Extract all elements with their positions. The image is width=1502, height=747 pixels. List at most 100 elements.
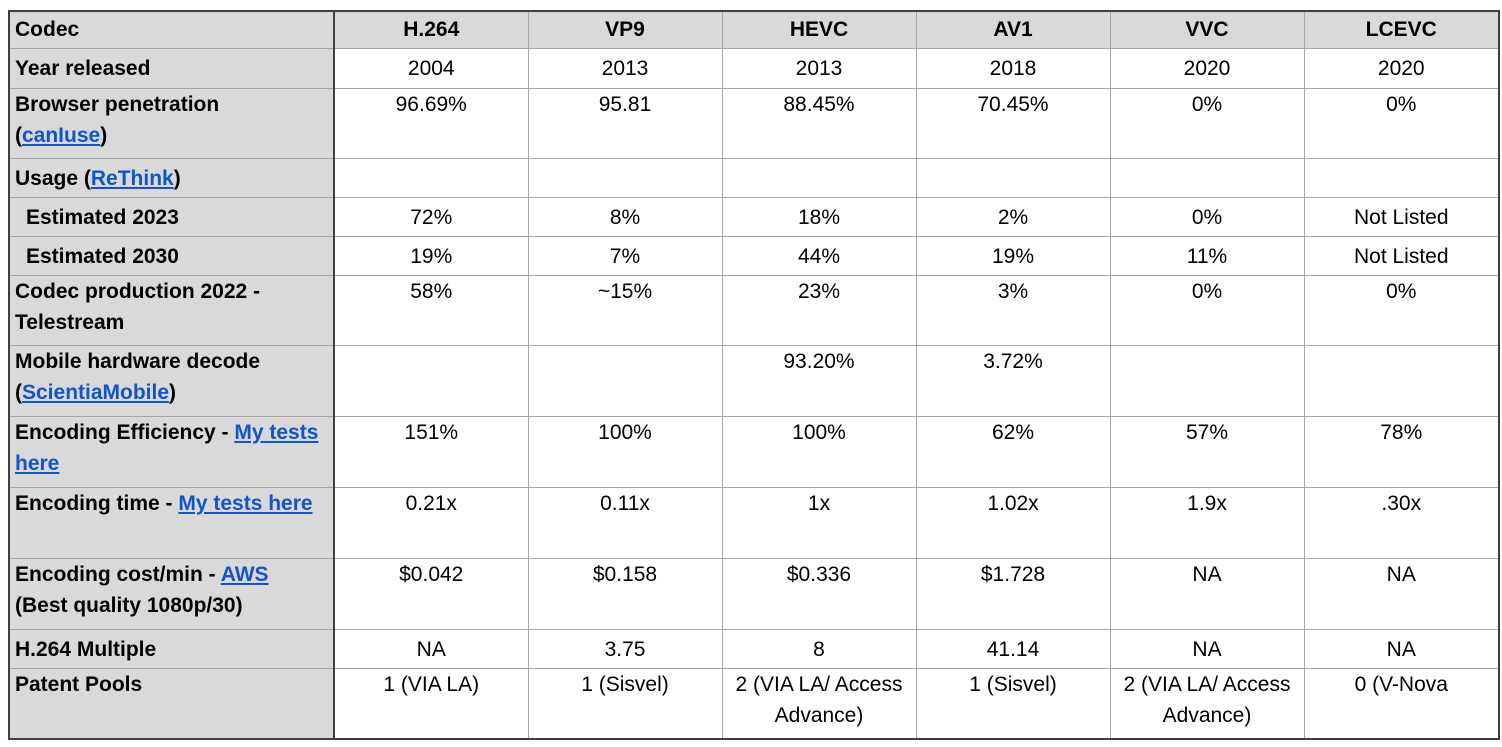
row-label-line1: Mobile hardware decode <box>15 350 261 373</box>
codec-lcevc-header: LCEVC <box>1303 10 1500 49</box>
cell-value: 95.81 <box>527 88 723 159</box>
row-label-usage: Usage (ReThink) <box>8 158 335 198</box>
cell-value: 7% <box>527 236 723 276</box>
row-label-time: Encoding time - My tests here <box>8 487 335 559</box>
caniuse-link[interactable]: canIuse <box>22 124 101 147</box>
cell-value: NA <box>1109 629 1305 669</box>
cell-value: 1x <box>721 487 917 559</box>
header-label: Codec <box>8 10 335 49</box>
paren-close: ) <box>169 381 177 404</box>
cell-value: 62% <box>915 416 1111 488</box>
table-row-production: Codec production 2022 - Telestream 58% ~… <box>8 275 1500 346</box>
cell-value: 88.45% <box>721 88 917 159</box>
cell-value: 0% <box>1303 88 1500 159</box>
cell-value: 0% <box>1109 275 1305 346</box>
table-row-browser: Browser penetration (canIuse) 96.69% 95.… <box>8 88 1500 159</box>
cell-value: 3% <box>915 275 1111 346</box>
row-label-production: Codec production 2022 - Telestream <box>8 275 335 346</box>
cell-empty <box>333 158 529 198</box>
cell-value: 2013 <box>721 48 917 89</box>
header-row: Codec H.264 VP9 HEVC AV1 VVC LCEVC <box>8 10 1500 49</box>
cell-value: 19% <box>333 236 529 276</box>
cell-value: 1 (VIA LA) <box>333 668 529 739</box>
row-label-text: Encoding Efficiency - <box>15 421 235 444</box>
row-label-year: Year released <box>8 48 335 89</box>
cell-value: $0.158 <box>527 558 723 630</box>
cell-value: 0% <box>1303 275 1500 346</box>
cell-value <box>333 345 529 417</box>
cell-value: 3.72% <box>915 345 1111 417</box>
cell-value: 0% <box>1109 197 1305 237</box>
efficiency-tests-link[interactable]: My tests here <box>15 421 319 475</box>
cell-empty <box>721 158 917 198</box>
table-row-time: Encoding time - My tests here 0.21x 0.11… <box>8 487 1500 559</box>
cell-value <box>1303 345 1500 417</box>
time-tests-link[interactable]: My tests here <box>178 492 313 515</box>
cell-value: 41.14 <box>915 629 1111 669</box>
cell-value: 1.02x <box>915 487 1111 559</box>
cell-empty <box>1109 158 1305 198</box>
paren-close: ) <box>100 124 108 147</box>
cell-value: 1 (Sisvel) <box>527 668 723 739</box>
codec-hevc-header: HEVC <box>721 10 917 49</box>
row-label-text: Usage ( <box>15 167 91 190</box>
codec-comparison-table: Codec H.264 VP9 HEVC AV1 VVC LCEVC Year … <box>8 10 1500 740</box>
cell-value: $0.336 <box>721 558 917 630</box>
cell-value: 2020 <box>1303 48 1500 89</box>
cell-value: NA <box>333 629 529 669</box>
cell-value <box>527 345 723 417</box>
cell-value: 3.75 <box>527 629 723 669</box>
cell-value: 1.9x <box>1109 487 1305 559</box>
table-row-est2030: Estimated 2030 19% 7% 44% 19% 11% Not Li… <box>8 236 1500 276</box>
rethink-link[interactable]: ReThink <box>90 167 174 190</box>
codec-av1-header: AV1 <box>915 10 1111 49</box>
paren-open: ( <box>15 124 22 147</box>
cell-value: Not Listed <box>1303 236 1500 276</box>
aws-link[interactable]: AWS <box>220 563 269 586</box>
cell-value: 2018 <box>915 48 1111 89</box>
cell-value: ~15% <box>527 275 723 346</box>
table-row-est2023: Estimated 2023 72% 8% 18% 2% 0% Not List… <box>8 197 1500 237</box>
cell-value: 2 (VIA LA/ Access Advance) <box>721 668 917 739</box>
row-label-est2030: Estimated 2030 <box>8 236 335 276</box>
cell-value: 96.69% <box>333 88 529 159</box>
cell-value: 2% <box>915 197 1111 237</box>
cell-value: 72% <box>333 197 529 237</box>
cell-value: 8% <box>527 197 723 237</box>
cell-empty <box>1303 158 1500 198</box>
cell-value: Not Listed <box>1303 197 1500 237</box>
cell-value: 0% <box>1109 88 1305 159</box>
row-label-multiple: H.264 Multiple <box>8 629 335 669</box>
cell-value: 100% <box>721 416 917 488</box>
cell-empty <box>915 158 1111 198</box>
cell-value: 23% <box>721 275 917 346</box>
scientiamobile-link[interactable]: ScientiaMobile <box>22 381 170 404</box>
codec-h264-header: H.264 <box>333 10 529 49</box>
cell-value: 44% <box>721 236 917 276</box>
row-label-line2: Telestream <box>15 311 125 334</box>
table-row-cost: Encoding cost/min - AWS (Best quality 10… <box>8 558 1500 630</box>
table-row-multiple: H.264 Multiple NA 3.75 8 41.14 NA NA <box>8 629 1500 669</box>
cell-value: 0.21x <box>333 487 529 559</box>
cell-value: 2004 <box>333 48 529 89</box>
table-row-year: Year released 2004 2013 2013 2018 2020 2… <box>8 48 1500 89</box>
table-row-mobile: Mobile hardware decode (ScientiaMobile) … <box>8 345 1500 417</box>
row-label-cost: Encoding cost/min - AWS (Best quality 10… <box>8 558 335 630</box>
cell-value: 78% <box>1303 416 1500 488</box>
cell-value: 70.45% <box>915 88 1111 159</box>
cell-value: 2 (VIA LA/ Access Advance) <box>1109 668 1305 739</box>
cell-value: NA <box>1303 629 1500 669</box>
cell-value: 0 (V-Nova <box>1303 668 1500 739</box>
row-label-efficiency: Encoding Efficiency - My tests here <box>8 416 335 488</box>
paren-close: ) <box>173 167 181 190</box>
codec-vp9-header: VP9 <box>527 10 723 49</box>
cell-value: 151% <box>333 416 529 488</box>
cell-value <box>1109 345 1305 417</box>
cell-empty <box>527 158 723 198</box>
row-label-text: Encoding time - <box>15 492 179 515</box>
cell-value: NA <box>1303 558 1500 630</box>
row-label-est2023: Estimated 2023 <box>8 197 335 237</box>
row-label-browser: Browser penetration (canIuse) <box>8 88 335 159</box>
row-label-patents: Patent Pools <box>8 668 335 739</box>
cell-value: 19% <box>915 236 1111 276</box>
